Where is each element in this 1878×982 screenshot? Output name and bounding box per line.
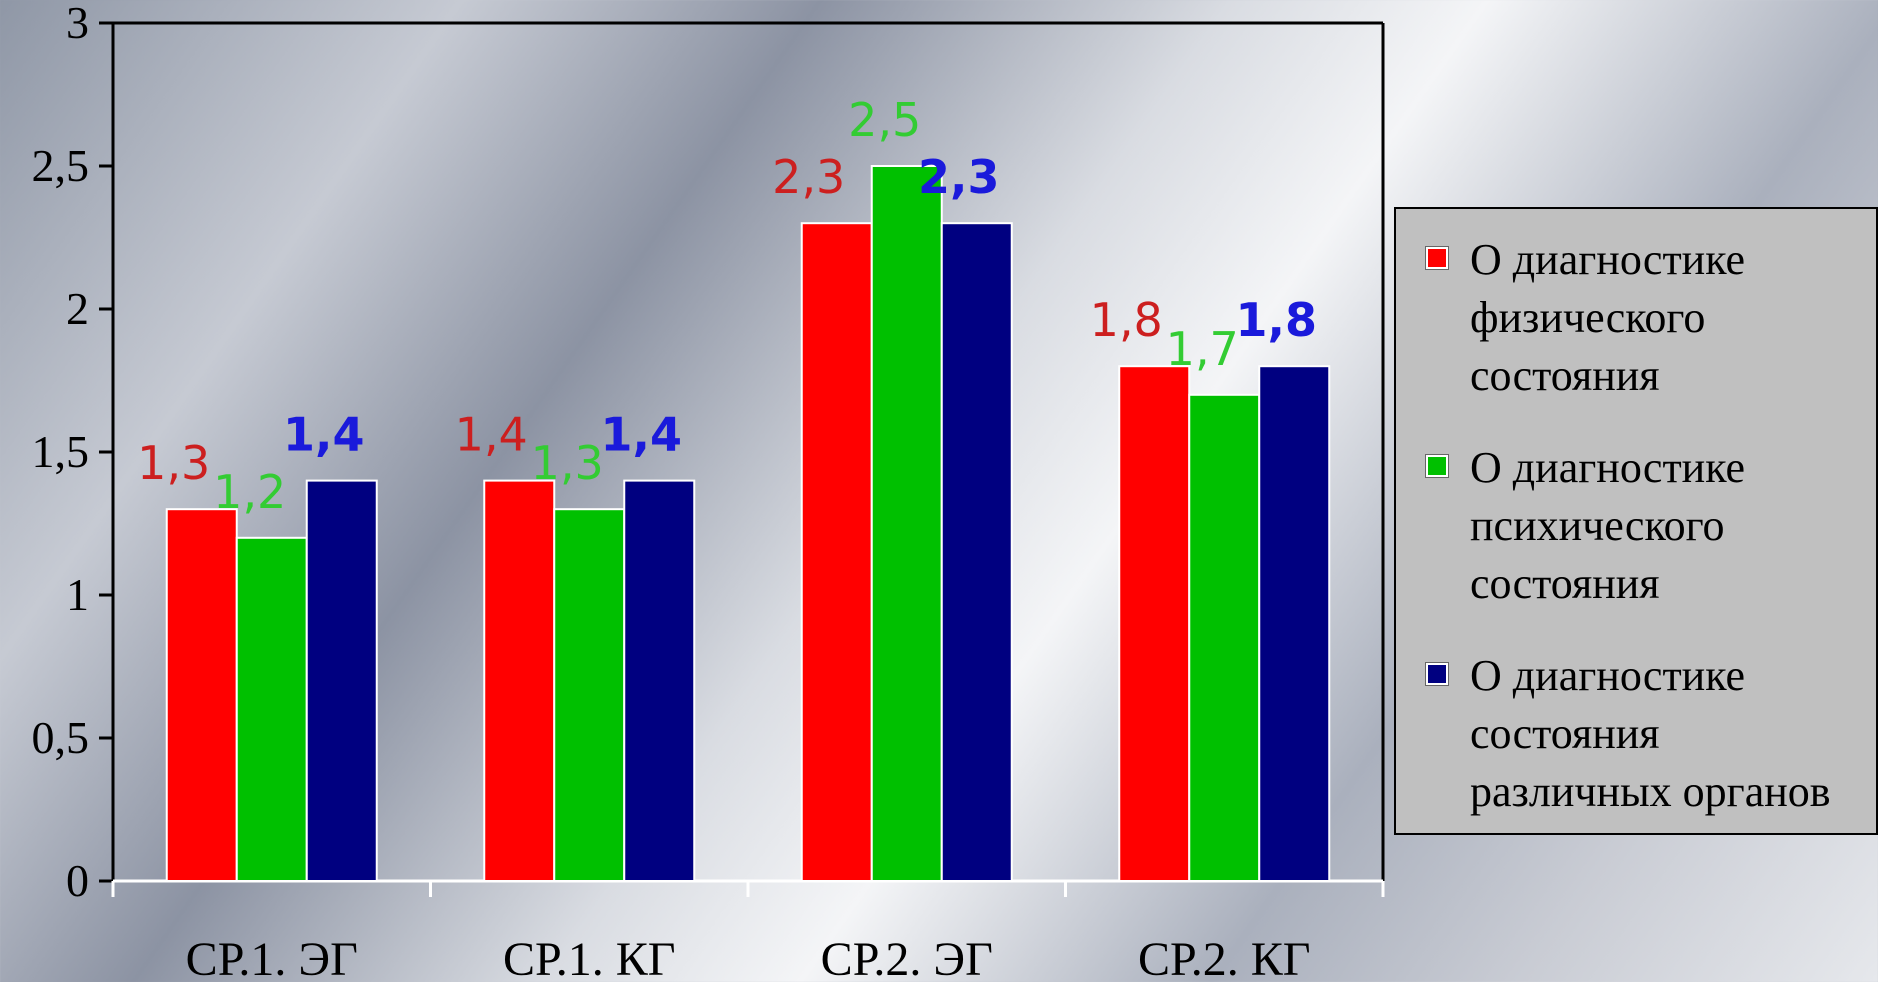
data-label: 2,3 [918,150,1000,204]
bar [553,508,626,882]
legend-swatch [1425,454,1449,478]
data-label: 1,4 [283,408,365,462]
bar [623,479,696,882]
bar [165,508,238,882]
data-label: 2,3 [772,150,845,204]
x-tick-label: СР.1. КГ [503,933,675,982]
legend-label: О диагностике физического состояния [1470,235,1746,400]
x-tick-label: СР.2. ЭГ [821,933,993,982]
x-tick-label: СР.1. ЭГ [186,933,358,982]
data-label: 1,8 [1236,293,1318,347]
x-axis: СР.1. ЭГ СР.1. КГ СР.2. ЭГ СР.2. КГ [111,879,1385,982]
legend-label: О диагностике состояния различных органов [1470,651,1831,816]
x-tick-label: СР.2. КГ [1138,933,1310,982]
plot-area [113,21,1385,881]
bar [1188,393,1261,882]
bar [305,479,378,882]
y-tick-label: 0 [66,855,89,906]
data-label: 1,2 [213,465,286,519]
bar [1258,365,1331,882]
bar [940,222,1013,882]
data-label: 1,8 [1090,293,1163,347]
bar [483,479,556,882]
legend-swatch [1425,246,1449,270]
data-label: 2,5 [848,93,921,147]
bars-group [165,165,1331,882]
y-tick-label: 2 [66,283,89,334]
y-tick-label: 0,5 [32,712,90,763]
y-tick-label: 2,5 [32,140,90,191]
data-labels-group: 1,31,42,31,81,21,32,51,71,4 1,42,31,8 [137,93,1317,519]
bar [1118,365,1191,882]
bar [235,536,308,882]
data-label: 1,7 [1166,322,1239,376]
bar [870,165,943,882]
data-label: 1,3 [137,436,210,490]
legend-label: О диагностике психического состояния [1470,443,1746,608]
data-label: 1,3 [531,436,604,490]
bar [800,222,873,882]
legend: О диагностике физического состояния О диагн… [1394,207,1878,835]
y-axis: 0 0,5 1 1,5 2 2,5 3 [32,0,115,906]
y-tick-label: 3 [66,0,89,48]
data-label: 1,4 [601,408,683,462]
data-label: 1,4 [455,408,528,462]
y-tick-label: 1 [66,569,89,620]
y-tick-label: 1,5 [32,426,90,477]
legend-swatch [1425,662,1449,686]
